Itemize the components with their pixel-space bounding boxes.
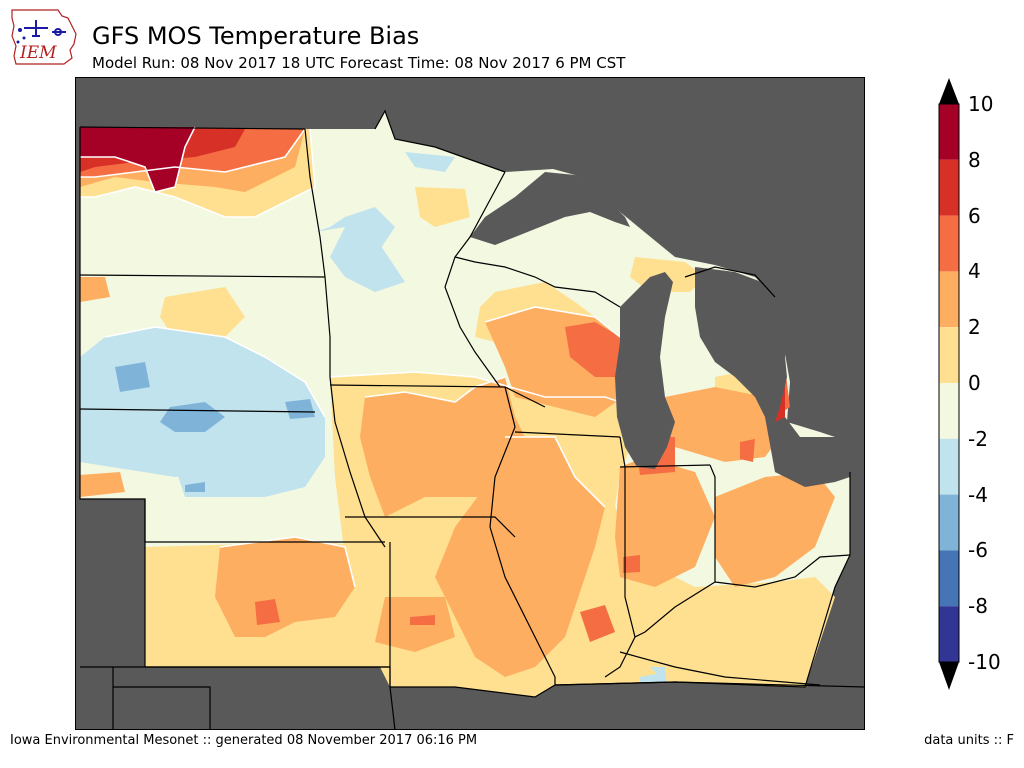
colorbar-tick-label: 6: [968, 203, 981, 228]
lake-michigan: [615, 272, 675, 469]
colorbar-bin: [939, 438, 959, 495]
colorbar-tick-label: -6: [968, 538, 988, 563]
colorbar-tick-label: 0: [968, 371, 981, 395]
lake-huron: [695, 267, 865, 472]
colorbar-bin: [939, 550, 959, 607]
colorbar-bin: [939, 215, 959, 272]
colorbar-bin: [939, 606, 959, 662]
colorbar-tick-label: 10: [968, 92, 994, 116]
colorbar-bin: [939, 271, 959, 328]
map-subtitle: Model Run: 08 Nov 2017 18 UTC Forecast T…: [92, 54, 626, 72]
logo-text: IEM: [19, 43, 57, 63]
colorbar-bins: [939, 104, 959, 662]
map-title: GFS MOS Temperature Bias: [92, 22, 420, 50]
colorbar-under-arrow: [939, 662, 959, 690]
iem-logo: IEM: [11, 9, 77, 65]
contour-fill-neg4-neg6: [115, 362, 315, 492]
colorbar: [938, 78, 960, 690]
colorbar-tick-label: 4: [968, 259, 981, 284]
colorbar-tick-label: 2: [968, 315, 981, 340]
lake-erie: [775, 442, 865, 487]
colorbar-tick-label: -10: [968, 650, 1001, 674]
footer-credit: Iowa Environmental Mesonet :: generated …: [10, 733, 478, 748]
colorbar-tick-label: -2: [968, 426, 988, 451]
colorbar-bin: [939, 494, 959, 551]
colorbar-over-arrow: [939, 78, 959, 104]
bias-map: [75, 77, 865, 730]
colorbar-bin: [939, 383, 959, 439]
colorbar-tick-label: 8: [968, 147, 981, 172]
footer-units: data units :: F: [924, 733, 1014, 748]
colorbar-bin: [939, 327, 959, 383]
colorbar-tick-label: -4: [968, 482, 988, 507]
contour-lines: [80, 126, 636, 588]
contour-fill-8-10: [80, 127, 195, 192]
lake-superior: [470, 172, 630, 245]
colorbar-tick-label: -8: [968, 594, 988, 619]
colorbar-bin: [939, 159, 959, 216]
colorbar-bin: [939, 104, 959, 160]
